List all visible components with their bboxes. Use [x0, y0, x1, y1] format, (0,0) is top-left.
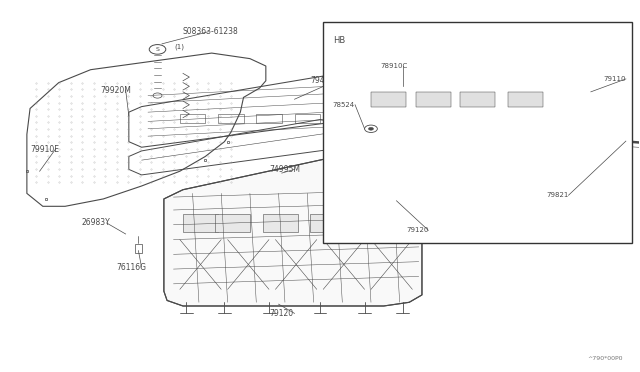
Text: ^790*00P0: ^790*00P0 [587, 356, 623, 361]
Text: S: S [156, 47, 159, 52]
Bar [460, 92, 495, 107]
Text: 79120: 79120 [269, 309, 293, 318]
Bar [135, 244, 141, 253]
Text: 78910C: 78910C [381, 63, 408, 69]
Text: 79910E: 79910E [30, 145, 59, 154]
Bar [371, 92, 406, 107]
Text: (1): (1) [175, 43, 185, 50]
Polygon shape [164, 144, 422, 306]
Bar [415, 92, 451, 107]
Bar [508, 92, 543, 107]
Text: 26983Y: 26983Y [81, 218, 110, 227]
Bar [183, 214, 218, 232]
Text: 79120: 79120 [406, 227, 428, 233]
Text: 79420: 79420 [310, 76, 335, 85]
Bar [218, 114, 244, 123]
Circle shape [369, 127, 374, 130]
Text: 76116G: 76116G [116, 263, 146, 272]
Text: 74995M: 74995M [269, 165, 300, 174]
Text: HB: HB [333, 36, 345, 45]
Text: 79110: 79110 [604, 76, 626, 82]
Text: 79821: 79821 [546, 192, 568, 198]
Text: 79920M: 79920M [100, 86, 131, 94]
Text: S08363-61238: S08363-61238 [183, 27, 239, 36]
Bar [310, 214, 346, 232]
Bar [294, 114, 320, 123]
Bar [180, 114, 205, 123]
Bar [215, 214, 250, 232]
Bar [262, 214, 298, 232]
Bar [323, 22, 632, 243]
Bar [256, 114, 282, 123]
Text: 79110: 79110 [362, 128, 385, 137]
Text: 78524: 78524 [333, 102, 355, 108]
